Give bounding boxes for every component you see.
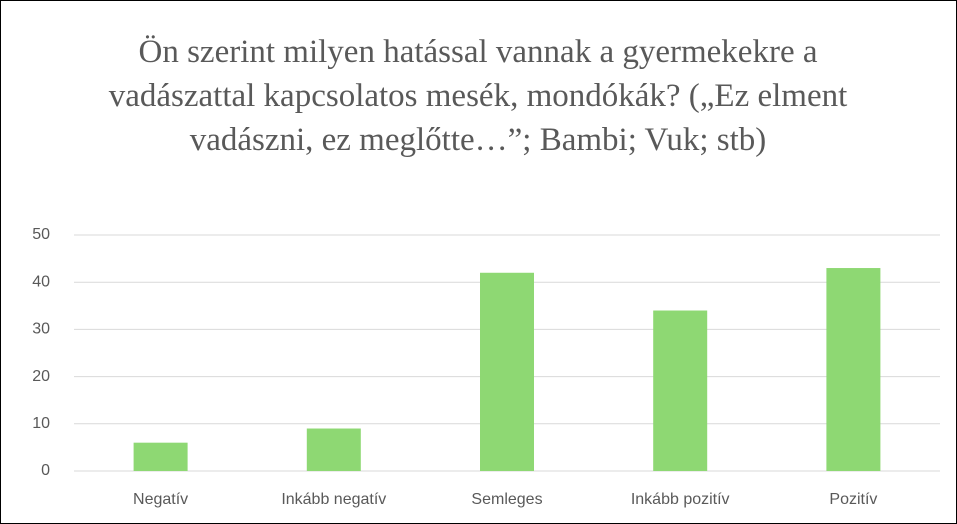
- bar: [133, 442, 188, 471]
- y-tick-label: 0: [41, 462, 50, 479]
- bar: [826, 268, 881, 471]
- x-tick-label: Semleges: [471, 491, 542, 508]
- y-tick-label: 20: [32, 368, 50, 385]
- chart-title: Ön szerint milyen hatással vannak a gyer…: [108, 34, 848, 158]
- y-tick-label: 50: [32, 226, 50, 243]
- bar: [480, 272, 534, 471]
- x-tick-label: Negatív: [133, 491, 188, 508]
- y-tick-label: 40: [32, 273, 50, 290]
- x-tick-label: Inkább negatív: [281, 491, 386, 508]
- y-tick-label: 10: [32, 415, 50, 432]
- x-tick-label: Inkább pozitív: [631, 491, 730, 508]
- bar: [306, 428, 361, 471]
- y-tick-label: 30: [32, 321, 50, 338]
- bar: [653, 310, 708, 471]
- x-tick-label: Pozitív: [829, 491, 877, 508]
